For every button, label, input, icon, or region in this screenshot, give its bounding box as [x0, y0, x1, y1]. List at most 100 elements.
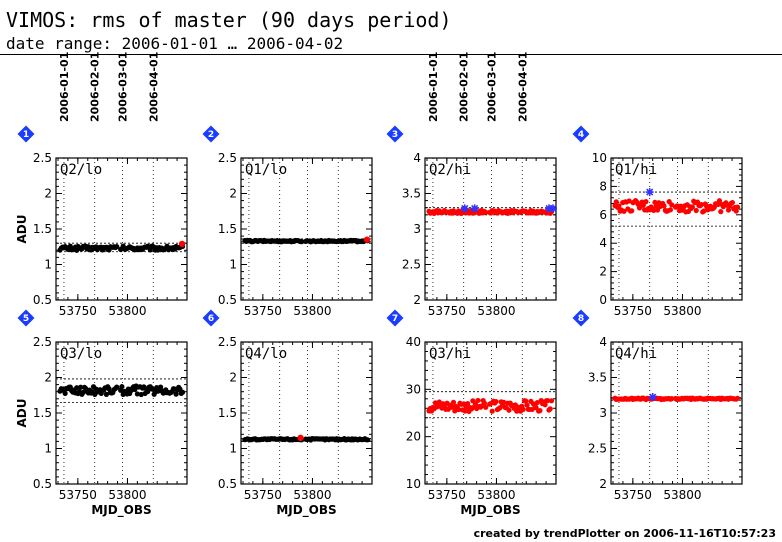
date-tick-label: 2006-01-01 [58, 52, 71, 122]
y-tick-label: 4 [599, 236, 607, 250]
data-point [119, 384, 125, 390]
panel-number: 1 [23, 130, 29, 140]
y-tick-label: 1 [44, 442, 52, 456]
y-tick-label: 2 [599, 265, 607, 279]
flagged-point [645, 188, 654, 197]
y-tick-label: 40 [406, 335, 421, 349]
data-point [520, 406, 526, 413]
plot-frame [240, 157, 373, 301]
y-tick-label: 2 [44, 371, 52, 385]
x-axis-label: MJD_OBS [460, 503, 520, 518]
data-point [534, 399, 540, 406]
y-tick-label: 1.5 [218, 222, 237, 236]
y-tick-label: 2 [229, 371, 237, 385]
data-point [616, 203, 622, 209]
panel-tag: Q1/lo [245, 162, 287, 178]
y-tick-label: 6 [599, 208, 607, 222]
date-tick-label: 2006-03-01 [116, 52, 129, 122]
y-tick-label: 2 [413, 293, 421, 307]
title-divider [0, 54, 782, 55]
data-point [643, 199, 649, 205]
date-tick-label: 2006-01-01 [427, 52, 440, 122]
y-tick-label: 2 [599, 477, 607, 491]
data-point [629, 208, 635, 214]
plot-frame [55, 341, 188, 485]
data-point [529, 406, 535, 413]
data-point [506, 407, 512, 413]
x-tick-label: 53800 [477, 304, 515, 318]
y-tick-label: 1.5 [33, 222, 52, 236]
y-tick-label: 1.5 [218, 406, 237, 420]
panel-tag: Q3/lo [60, 346, 102, 362]
panel-tag: Q4/hi [615, 346, 657, 362]
x-tick-label: 53800 [293, 488, 331, 502]
data-point [114, 384, 120, 390]
footer-credit: created by trendPlotter on 2006-11-16T10… [473, 527, 776, 540]
data-point [481, 400, 488, 406]
data-point [537, 408, 543, 414]
y-tick-label: 1 [229, 258, 237, 272]
date-tick-label: 2006-02-01 [458, 52, 471, 122]
y-tick-label: 0.5 [218, 477, 237, 491]
panel-number: 2 [208, 130, 214, 140]
data-point [613, 199, 619, 205]
panel-tag: Q2/lo [60, 162, 102, 178]
panel-number: 6 [208, 314, 214, 324]
data-point [489, 408, 495, 414]
y-tick-label: 2.5 [218, 151, 237, 165]
panel-number: 3 [392, 130, 398, 140]
data-point [734, 204, 741, 210]
y-tick-label: 10 [406, 477, 421, 491]
plot-frame [55, 157, 188, 301]
x-tick-label: 53800 [663, 304, 701, 318]
data-point [669, 396, 675, 402]
data-point [74, 385, 80, 391]
data-point [449, 404, 455, 410]
date-tick-label: 2006-02-01 [89, 52, 102, 122]
y-tick-label: 2.5 [33, 151, 52, 165]
data-point [78, 384, 84, 390]
x-axis-label: MJD_OBS [91, 503, 151, 518]
data-point [621, 208, 627, 214]
panel-tag: Q1/hi [615, 162, 657, 178]
y-axis-label: ADU [15, 215, 29, 244]
data-point [718, 209, 724, 215]
x-tick-label: 53750 [614, 304, 652, 318]
y-tick-label: 2.5 [218, 335, 237, 349]
data-point [114, 243, 120, 250]
y-tick-label: 3.5 [588, 371, 607, 385]
data-point [465, 400, 471, 407]
plot-frame [424, 341, 557, 485]
data-point [693, 207, 699, 214]
y-tick-label: 3 [599, 406, 607, 420]
date-tick-label: 2006-04-01 [516, 52, 529, 122]
data-point [698, 201, 705, 208]
x-tick-label: 53800 [108, 304, 146, 318]
flagged-point [470, 204, 479, 213]
data-point [716, 198, 723, 204]
panel-number: 4 [578, 130, 584, 140]
data-point [734, 395, 741, 401]
x-tick-label: 53800 [108, 488, 146, 502]
y-tick-label: 0.5 [218, 293, 237, 307]
data-point [667, 207, 674, 213]
data-point [134, 391, 140, 397]
data-point [733, 208, 739, 214]
y-tick-label: 10 [592, 151, 607, 165]
data-point [661, 203, 667, 209]
highlight-point [178, 240, 186, 248]
x-tick-label: 53750 [244, 488, 282, 502]
data-point [299, 239, 305, 245]
date-tick-label: 2006-03-01 [485, 52, 498, 122]
x-tick-label: 53750 [428, 304, 466, 318]
y-tick-label: 2 [44, 187, 52, 201]
y-tick-label: 30 [406, 382, 421, 396]
x-axis-label: MJD_OBS [276, 503, 336, 518]
data-point [689, 204, 695, 210]
data-point [364, 437, 371, 443]
x-tick-label: 53800 [477, 488, 515, 502]
panel-tag: Q3/hi [429, 346, 471, 362]
data-point [651, 207, 657, 213]
panel-number: 7 [392, 314, 398, 324]
data-point [483, 209, 489, 215]
